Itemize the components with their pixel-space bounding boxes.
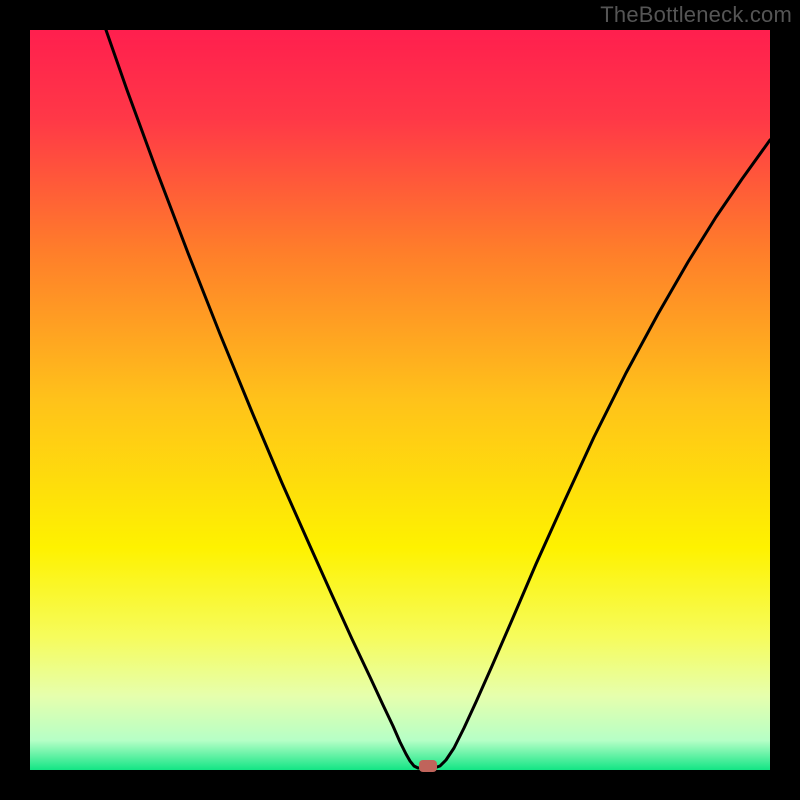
watermark-text: TheBottleneck.com	[600, 2, 792, 28]
optimal-point-marker	[419, 760, 437, 772]
chart-plot-background	[30, 30, 770, 770]
bottleneck-chart	[0, 0, 800, 800]
